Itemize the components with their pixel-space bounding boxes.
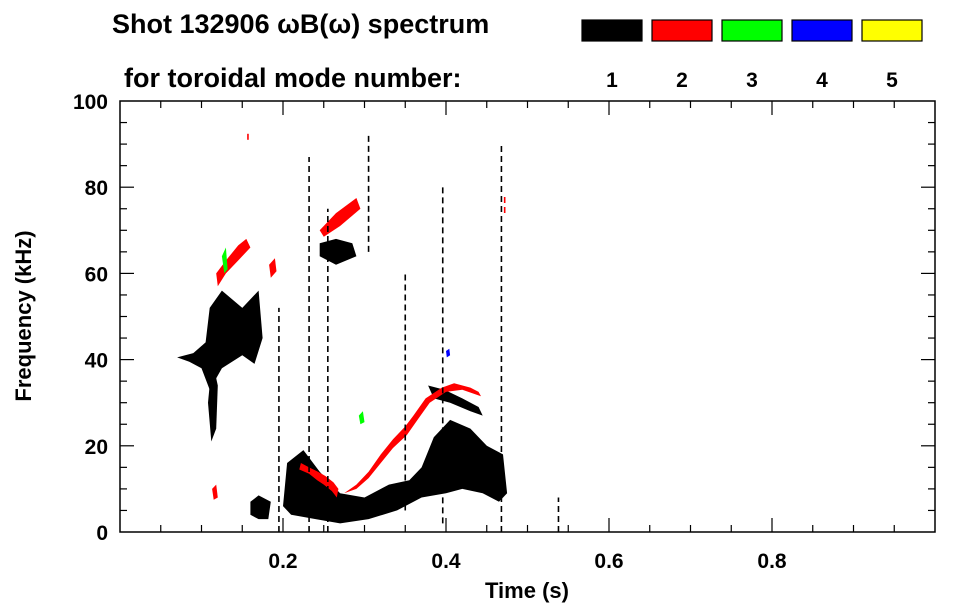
spectrum-region-mode-1 — [208, 359, 218, 442]
spectrum-region-mode-1 — [319, 238, 357, 265]
y-axis-label: Frequency (kHz) — [11, 230, 36, 401]
y-axis: 0 20 40 60 80 100 — [73, 91, 935, 545]
x-axis: 0.2 0.4 0.6 0.8 — [160, 101, 895, 573]
legend-label-mode-1: 1 — [606, 69, 618, 92]
y-tick-label: 80 — [85, 177, 108, 200]
spectrum-region-mode-4 — [446, 348, 451, 358]
spectrum-region-mode-2 — [216, 238, 251, 287]
legend: 1 2 3 4 5 — [581, 19, 923, 92]
legend-swatch-mode-5 — [861, 19, 923, 42]
x-axis-label: Time (s) — [485, 578, 569, 603]
legend-swatch-mode-1 — [581, 19, 643, 42]
spectrum-region-mode-1 — [177, 290, 263, 390]
spectrum-region-mode-2 — [319, 198, 361, 237]
spectrum-region-mode-2 — [269, 258, 277, 278]
legend-swatch-mode-3 — [721, 19, 783, 42]
spectrum-region-mode-3 — [358, 411, 365, 425]
y-tick-label: 100 — [73, 91, 108, 114]
spectrum-region-mode-2 — [344, 383, 481, 494]
legend-label-mode-3: 3 — [746, 69, 758, 92]
x-tick-label: 0.2 — [268, 550, 297, 573]
legend-label-mode-2: 2 — [676, 69, 688, 92]
spectrum-data — [177, 131, 560, 532]
x-tick-label: 0.8 — [757, 550, 787, 573]
y-tick-label: 0 — [96, 522, 108, 545]
chart-title-line2: for toroidal mode number: — [124, 63, 462, 93]
legend-swatch-mode-2 — [651, 19, 713, 42]
plot-area: 0.2 0.4 0.6 0.8 0 20 40 60 80 100 — [73, 91, 936, 573]
spectrum-region-mode-3 — [221, 247, 228, 274]
x-tick-label: 0.4 — [431, 550, 461, 573]
legend-label-mode-4: 4 — [816, 69, 828, 92]
spectrum-region-mode-1 — [283, 419, 508, 524]
spectrum-region-mode-1 — [250, 495, 271, 520]
y-tick-label: 20 — [85, 436, 108, 459]
y-tick-label: 40 — [85, 350, 108, 373]
x-tick-label: 0.6 — [594, 550, 623, 573]
chart-title-line1: Shot 132906 ωB(ω) spectrum — [112, 9, 489, 39]
spectrum-region-mode-2 — [212, 484, 218, 500]
legend-swatch-mode-4 — [791, 19, 853, 42]
y-tick-label: 60 — [85, 263, 108, 286]
legend-label-mode-5: 5 — [886, 69, 898, 92]
